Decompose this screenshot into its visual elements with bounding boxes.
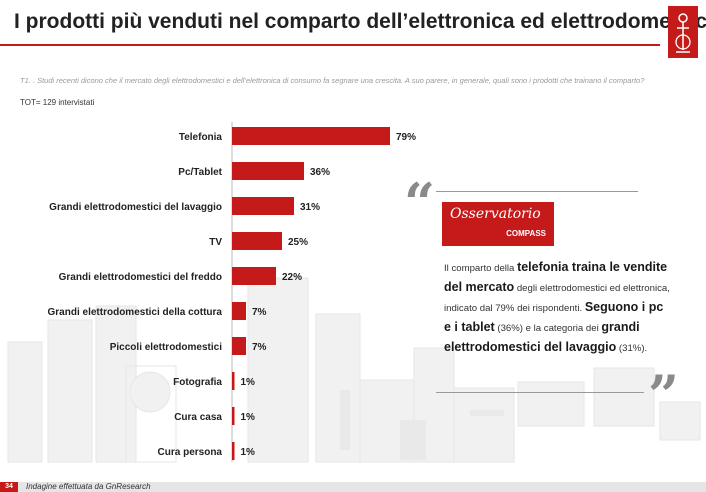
bar-chart: Telefonia 79% Pc/Tablet 36% Grandi elettrodo… (48, 122, 416, 462)
bar (232, 442, 235, 460)
callout-text-4: (31%). (616, 343, 648, 354)
footer-band (0, 482, 706, 492)
close-quote-icon: ” (648, 363, 680, 427)
value-label: 22% (282, 272, 302, 283)
page-number: 34 (0, 482, 18, 492)
sample-base: TOT= 129 intervistati (20, 98, 95, 107)
callout-bold-1: telefonia traina le vendite del mercato (444, 260, 668, 294)
category-label: Telefonia (179, 132, 223, 143)
callout-text: Il comparto della telefonia traina le ve… (444, 258, 672, 358)
bar (232, 162, 304, 180)
category-label: Grandi elettrodomestici del freddo (59, 272, 222, 283)
bar (232, 337, 246, 355)
value-label: 7% (252, 307, 267, 318)
category-label: Piccoli elettrodomestici (110, 342, 222, 353)
compass-logo-icon (668, 6, 698, 58)
value-label: 25% (288, 237, 308, 248)
callout-bold-3: grandi elettrodomestici del lavaggio (444, 320, 640, 354)
open-quote-icon: “ (404, 171, 436, 235)
bar (232, 372, 235, 390)
category-label: Grandi elettrodomestici della cottura (48, 307, 223, 318)
quote-divider-top (436, 191, 638, 192)
value-label: 1% (241, 412, 256, 423)
page-title: I prodotti più venduti nel comparto dell… (14, 10, 706, 33)
brand-subtitle: COMPASS (506, 229, 546, 238)
callout-bold-2: Seguono i pc e i tablet (444, 300, 664, 334)
category-label: TV (209, 237, 222, 248)
bar (232, 232, 282, 250)
osservatorio-compass-badge: Osservatorio COMPASS (442, 202, 554, 246)
callout-text-3: (36%) e la categoria dei (494, 323, 602, 334)
bar (232, 302, 246, 320)
category-label: Cura persona (158, 447, 223, 458)
value-label: 1% (241, 377, 256, 388)
value-label: 1% (241, 447, 256, 458)
value-label: 79% (396, 132, 416, 143)
callout-text-1: Il comparto della (444, 263, 518, 274)
category-label: Fotografia (173, 377, 222, 388)
brand-name: Osservatorio (450, 206, 541, 222)
bar (232, 197, 294, 215)
appliances-background-image (7, 277, 701, 463)
title-divider (0, 44, 660, 46)
category-label: Cura casa (174, 412, 222, 423)
quote-divider-bottom (436, 392, 644, 393)
value-label: 31% (300, 202, 320, 213)
bar (232, 127, 390, 145)
survey-question: T1. . Studi recenti dicono che il mercat… (20, 76, 645, 85)
category-label: Grandi elettrodomestici del lavaggio (49, 202, 222, 213)
category-label: Pc/Tablet (178, 167, 222, 178)
value-label: 7% (252, 342, 267, 353)
bar (232, 267, 276, 285)
footer-note: Indagine effettuata da GnResearch (26, 482, 151, 491)
bar (232, 407, 235, 425)
value-label: 36% (310, 167, 330, 178)
callout-text-2: degli elettrodomestici ed elettronica, i… (444, 283, 670, 314)
